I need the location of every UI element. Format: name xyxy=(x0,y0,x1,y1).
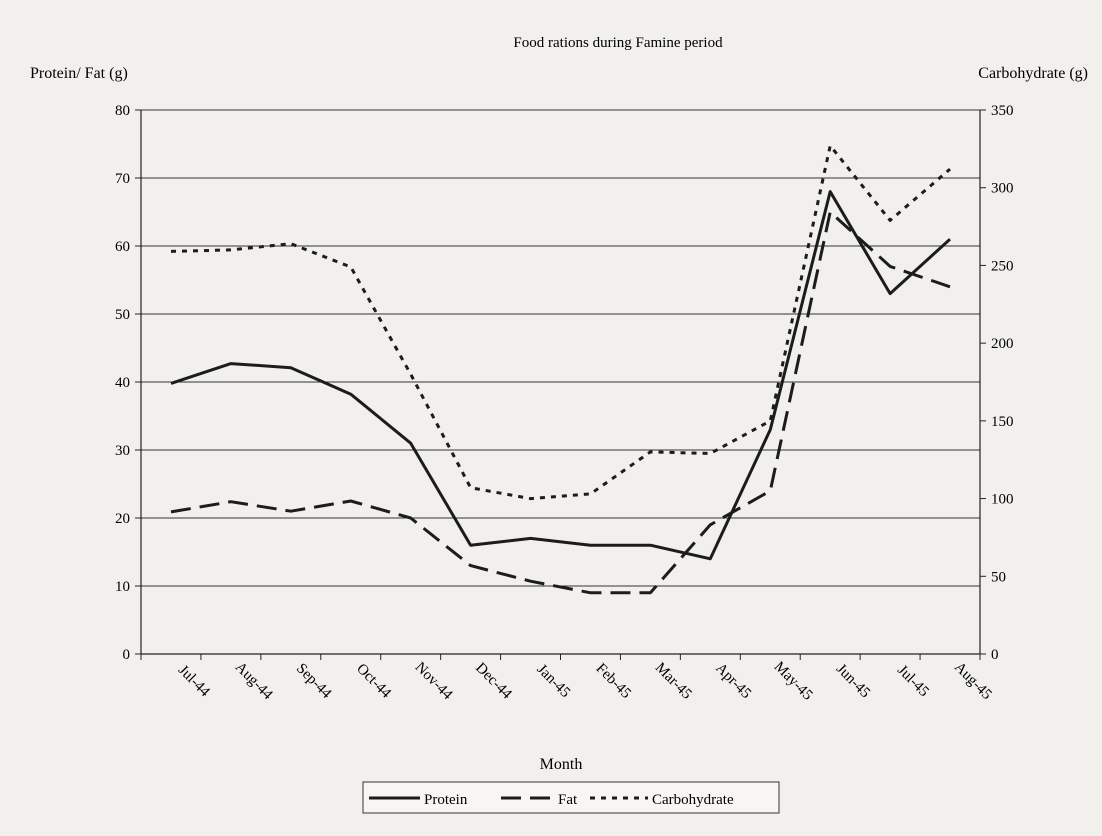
x-tick-label: Feb-45 xyxy=(593,660,634,701)
legend-box xyxy=(362,781,780,814)
x-tick-label: Aug-44 xyxy=(232,659,276,703)
right-tick-label: 50 xyxy=(991,569,1006,585)
left-axis-title: Protein/ Fat (g) xyxy=(30,65,128,82)
left-tick-label: 60 xyxy=(115,239,130,255)
legend-protein-label: Protein xyxy=(424,792,468,808)
series-line-carbohydrate xyxy=(170,144,951,501)
left-tick-label: 80 xyxy=(115,103,130,119)
x-tick-label: Sep-44 xyxy=(293,660,335,702)
legend-carbohydrate-label: Carbohydrate xyxy=(652,792,734,808)
left-tick-label: 40 xyxy=(115,375,130,391)
right-tick-label: 300 xyxy=(991,181,1014,197)
right-axis-title: Carbohydrate (g) xyxy=(978,65,1088,82)
left-tick-label: 10 xyxy=(115,579,130,595)
series-lines xyxy=(170,144,952,595)
series-line-fat xyxy=(170,210,951,595)
left-tick-label: 30 xyxy=(115,443,130,459)
right-tick-label: 250 xyxy=(991,258,1014,274)
legend: Protein Fat Carbohydrate xyxy=(362,781,780,814)
right-tick-label: 200 xyxy=(991,336,1014,352)
x-tick-label: Jul-44 xyxy=(175,662,213,700)
x-tick-label: Jul-45 xyxy=(894,662,932,700)
x-tick-label: May-45 xyxy=(771,659,816,704)
x-tick-label: Aug-45 xyxy=(951,659,995,703)
x-tick-label: Oct-44 xyxy=(353,661,394,702)
left-tick-label: 20 xyxy=(115,511,130,527)
x-axis-title: Month xyxy=(540,756,583,773)
left-axis-ticks: 0 10 20 30 40 50 60 70 80 xyxy=(115,103,141,663)
gridlines xyxy=(141,109,980,587)
x-tick-label: Dec-44 xyxy=(472,660,515,703)
x-tick-label: Jun-45 xyxy=(833,661,873,701)
x-tick-label: Mar-45 xyxy=(652,660,695,703)
x-axis-ticks: Jul-44 Aug-44 Sep-44 Oct-44 Nov-44 Dec-44 Jan-… xyxy=(140,654,995,704)
right-tick-label: 100 xyxy=(991,492,1014,508)
x-tick-label: Jan-45 xyxy=(534,661,574,701)
chart-title: Food rations during Famine period xyxy=(513,35,723,51)
left-tick-label: 0 xyxy=(123,647,131,663)
right-tick-label: 150 xyxy=(991,414,1014,430)
series-line-protein xyxy=(170,190,952,561)
x-tick-label: Apr-45 xyxy=(712,660,754,702)
right-tick-label: 0 xyxy=(991,647,999,663)
x-tick-label: Nov-44 xyxy=(412,659,456,703)
left-tick-label: 50 xyxy=(115,307,130,323)
right-tick-label: 350 xyxy=(991,103,1014,119)
right-axis-ticks: 0 50 100 150 200 250 300 350 xyxy=(980,103,1014,663)
legend-fat-label: Fat xyxy=(558,792,578,808)
left-tick-label: 70 xyxy=(115,171,130,187)
